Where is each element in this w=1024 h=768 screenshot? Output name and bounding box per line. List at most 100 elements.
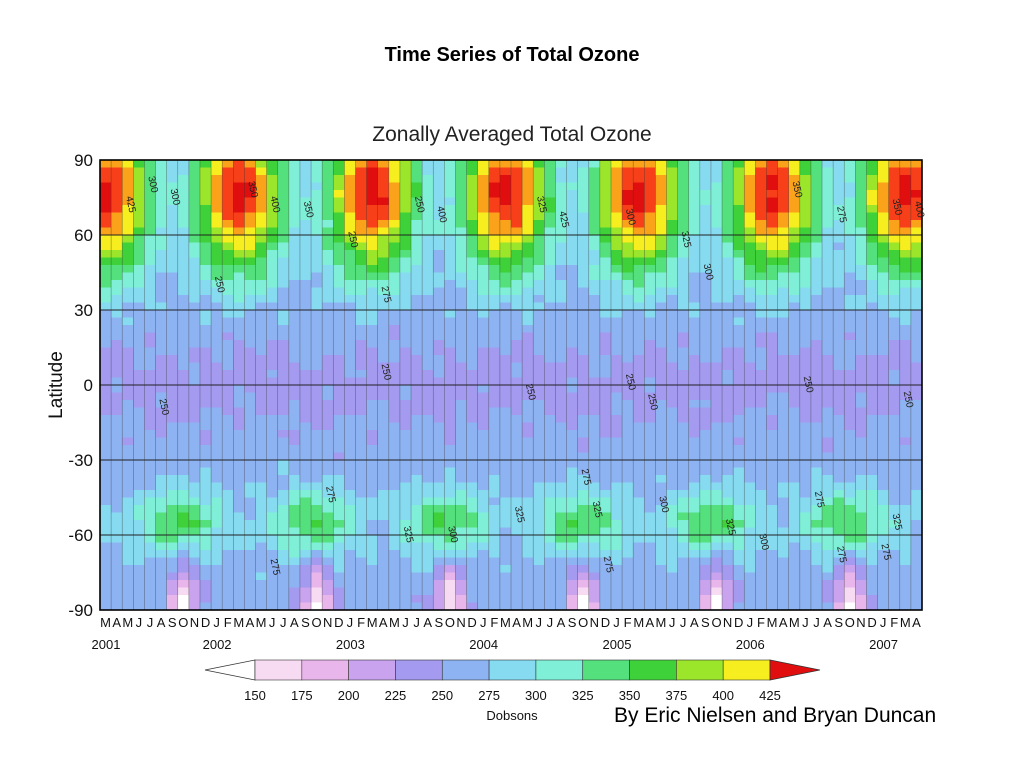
heatmap-cell [344,497,357,506]
heatmap-cell [211,257,223,266]
heatmap-cell [877,520,890,529]
heatmap-cell [455,385,468,394]
heatmap-cell [488,197,501,206]
heatmap-cell [733,565,745,574]
month-tick-label: O [845,615,855,630]
month-tick-label: M [122,615,133,630]
heatmap-cell [622,182,634,191]
heatmap-cell [122,167,134,176]
heatmap-cell [211,482,223,491]
heatmap-cell [100,452,112,461]
heatmap-cell [477,242,490,251]
heatmap-cell [499,250,512,259]
heatmap-cell [411,497,423,506]
heatmap-cell [422,497,434,506]
heatmap-cell [244,385,257,394]
heatmap-cell [499,160,512,169]
heatmap-cell [533,392,545,401]
heatmap-cell [655,377,668,386]
heatmap-cell [566,557,579,566]
colorbar-tick-label: 300 [525,688,547,703]
heatmap-cell [744,197,756,206]
contour-label: 250 [901,390,915,409]
heatmap-cell [788,227,801,236]
heatmap-cell [299,227,312,236]
y-tick-label: 0 [84,376,93,395]
heatmap-cell [288,602,301,610]
heatmap-cell [810,535,823,544]
heatmap-cell [622,437,634,446]
heatmap-cell [910,325,922,334]
heatmap-cell [433,572,445,581]
heatmap-cell [322,295,334,304]
heatmap-cell [577,340,590,349]
heatmap-cell [244,595,257,604]
heatmap-cell [844,535,856,544]
heatmap-cell [633,197,645,206]
heatmap-cell [255,212,268,221]
heatmap-cell [499,527,512,536]
heatmap-cell [522,400,534,409]
heatmap-cell [622,355,634,364]
heatmap-cell [155,340,168,349]
heatmap-cell [100,325,112,334]
heatmap-cell [799,265,812,274]
month-tick-label: D [334,615,343,630]
heatmap-cell [311,572,323,581]
heatmap-cell [355,475,368,484]
heatmap-cell [466,332,479,341]
heatmap-cell [155,272,168,281]
heatmap-cell [688,602,701,610]
heatmap-cell [255,512,268,521]
heatmap-cell [155,587,168,596]
heatmap-cell [910,280,922,289]
heatmap-cell [144,557,157,566]
heatmap-cell [833,265,845,274]
heatmap-cell [122,535,134,544]
heatmap-cell [844,490,856,499]
heatmap-cell [477,550,490,559]
heatmap-cell [377,437,390,446]
heatmap-cell [344,557,357,566]
heatmap-cell [522,280,534,289]
heatmap-cell [155,242,168,251]
heatmap-cell [188,317,201,326]
heatmap-cell [666,160,679,169]
heatmap-cell [488,415,501,424]
heatmap-cell [455,250,468,259]
heatmap-cell [366,197,379,206]
heatmap-cell [133,370,146,379]
heatmap-cell [544,505,557,514]
heatmap-cell [577,280,590,289]
y-tick-label: 60 [74,226,93,245]
heatmap-cell [133,385,146,394]
heatmap-cell [399,580,412,589]
heatmap-cell [777,160,790,169]
heatmap-cell [288,512,301,521]
heatmap-cell [133,235,146,244]
heatmap-cell [211,370,223,379]
heatmap-cell [899,595,912,604]
contour-label: 400 [434,205,448,224]
heatmap-cell [599,572,612,581]
heatmap-cell [533,400,545,409]
heatmap-cell [499,437,512,446]
heatmap-cell [366,400,379,409]
heatmap-cell [599,205,612,214]
heatmap-cell [311,377,323,386]
heatmap-cell [166,520,179,529]
heatmap-cell [888,235,901,244]
heatmap-cell [499,182,512,191]
heatmap-cell [133,392,146,401]
heatmap-cell [888,377,901,386]
contour-label: 275 [601,555,615,574]
heatmap-cell [799,212,812,221]
heatmap-cell [277,542,290,551]
heatmap-cell [100,535,112,544]
heatmap-cell [599,190,612,199]
heatmap-cell [766,580,779,589]
month-tick-label: J [136,615,143,630]
heatmap-cell [477,295,490,304]
heatmap-cell [277,160,290,169]
heatmap-cell [833,452,845,461]
